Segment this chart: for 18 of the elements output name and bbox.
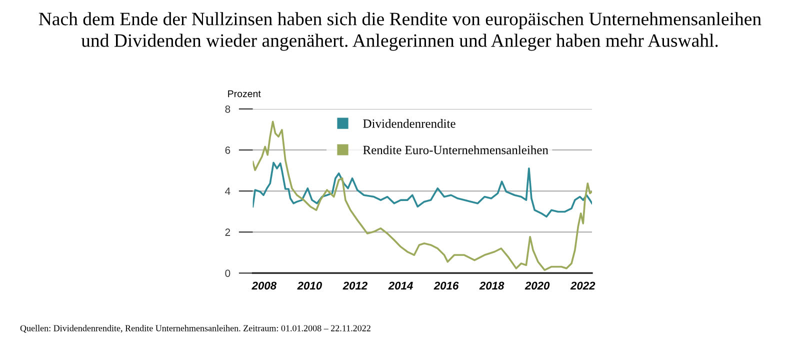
y-tick-label: 8: [225, 105, 230, 113]
y-tick-label: 2: [225, 228, 230, 236]
x-tick-label: 2022: [570, 282, 596, 290]
chart-title: Nach dem Ende der Nullzinsen haben sich die Rendite von europäischen Unternehmensanleihen und Dividenden wieder angenähert. Anlegerinnen und Anleger haben mehr Auswahl.: [38, 12, 762, 51]
y-tick-label: 4: [225, 188, 230, 195]
source-note: Quellen: Dividendenrendite, Rendite Unternehmensanleihen. Zeitraum: 01.01.2008 – 22.11.2022: [20, 324, 370, 333]
x-tick-label: 2018: [479, 282, 504, 290]
y-axis-title: Prozent: [228, 90, 261, 98]
x-tick-label: 2014: [388, 282, 413, 290]
x-tick-label: 2010: [297, 282, 322, 290]
x-tick-label: 2016: [434, 282, 459, 290]
legend-label: Rendite Euro-Unternehmensanleihen: [363, 145, 548, 154]
y-tick-label: 0: [225, 270, 230, 277]
y-tick-label: 6: [225, 146, 230, 154]
legend-label: Dividendenrendite: [363, 119, 456, 128]
x-tick-label: 2012: [342, 282, 368, 290]
x-tick-label: 2008: [252, 282, 277, 290]
x-tick-label: 2020: [524, 282, 550, 290]
